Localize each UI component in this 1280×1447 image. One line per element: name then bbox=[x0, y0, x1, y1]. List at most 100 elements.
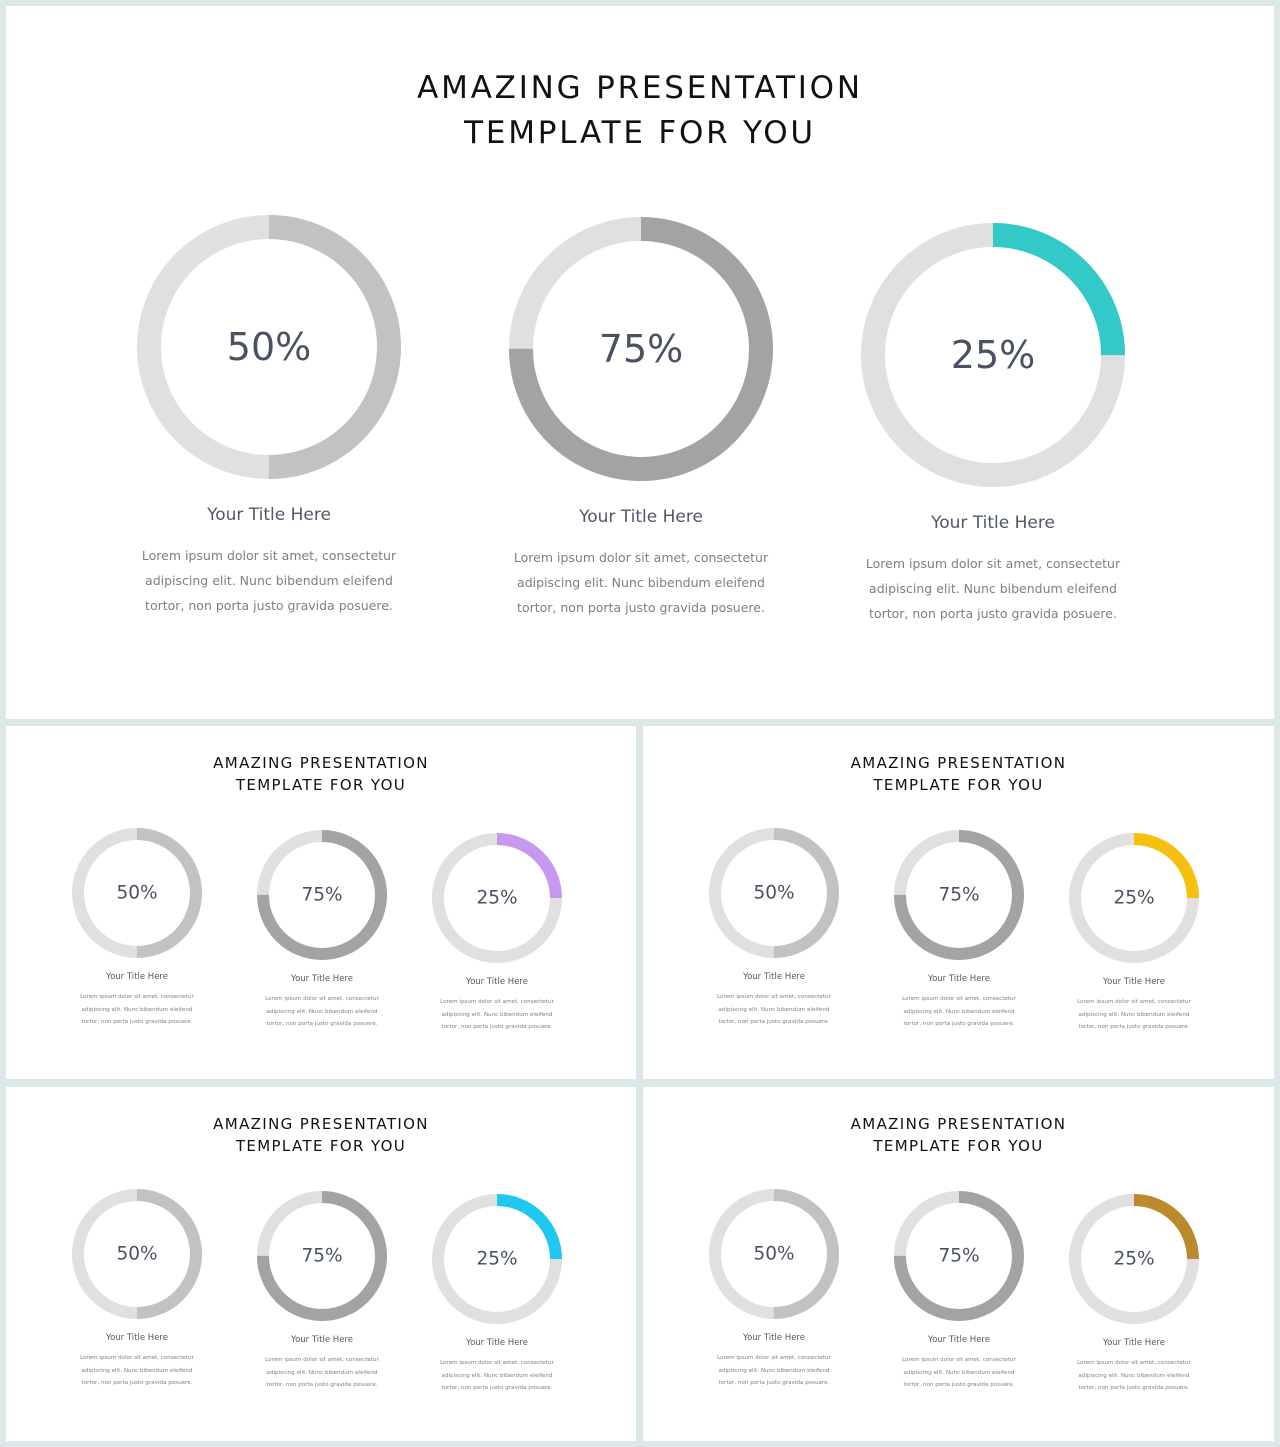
progress-ring: 25% bbox=[432, 833, 562, 963]
progress-ring: 50% bbox=[137, 215, 401, 479]
progress-card: 75% Your Title Here Lorem ipsum dolor sit … bbox=[237, 828, 407, 1031]
ring-progress-arc bbox=[1069, 833, 1199, 963]
card-body-line: Lorem ipsum dolor sit amet, consectetur bbox=[717, 1355, 831, 1361]
slide-title: AMAZING PRESENTATION TEMPLATE FOR YOU bbox=[6, 66, 1274, 156]
progress-ring: 25% bbox=[432, 1194, 562, 1324]
card-body-line: Lorem ipsum dolor sit amet, consectetur bbox=[265, 1357, 379, 1363]
progress-ring: 75% bbox=[257, 1191, 387, 1321]
slide-title-line-1: AMAZING PRESENTATION bbox=[417, 70, 863, 106]
progress-card: 25% Your Title Here Lorem ipsum dolor sit … bbox=[1049, 831, 1219, 1034]
percent-label: 25% bbox=[951, 333, 1035, 377]
card-body-line: adipiscing elit. Nunc bibendum eleifend bbox=[903, 1008, 1015, 1015]
card-body-line: Lorem ipsum dolor sit amet, consectetur bbox=[80, 994, 194, 1000]
progress-ring: 25% bbox=[1069, 833, 1199, 963]
percent-label: 25% bbox=[1113, 888, 1154, 909]
percent-label: 50% bbox=[227, 325, 311, 369]
percent-label: 50% bbox=[116, 883, 157, 904]
slide-1: AMAZING PRESENTATION TEMPLATE FOR YOU 50% Y… bbox=[6, 726, 636, 1079]
card-body-line: adipiscing elit. Nunc bibendum eleifend bbox=[718, 1006, 830, 1013]
ring-progress-arc bbox=[432, 1194, 562, 1324]
card-body-line: Lorem ipsum dolor sit amet, consectetur bbox=[440, 1360, 554, 1366]
card-body-line: Lorem ipsum dolor sit amet, consectetur bbox=[265, 996, 379, 1002]
card-body-line: Lorem ipsum dolor sit amet, consectetur bbox=[865, 556, 1121, 571]
progress-card: 25% Your Title Here Lorem ipsum dolor sit … bbox=[412, 1192, 582, 1395]
card-body-text: Lorem ipsum dolor sit amet, consectetur a… bbox=[1049, 996, 1219, 1034]
ring-progress-arc bbox=[72, 828, 202, 958]
ring-progress-arc bbox=[894, 830, 1024, 960]
card-body-line: Lorem ipsum dolor sit amet, consectetur bbox=[1077, 999, 1191, 1005]
ring-progress-arc bbox=[709, 828, 839, 958]
card-body-text: Lorem ipsum dolor sit amet, consectetur a… bbox=[237, 1354, 407, 1392]
card-body-line: adipiscing elit. Nunc bibendum eleifend bbox=[903, 1369, 1015, 1376]
ring-progress-arc bbox=[894, 1191, 1024, 1321]
card-body-text: Lorem ipsum dolor sit amet, consectetur a… bbox=[412, 1357, 582, 1395]
slide-title: AMAZING PRESENTATION TEMPLATE FOR YOU bbox=[643, 752, 1274, 796]
card-body-text: Lorem ipsum dolor sit amet, consectetur a… bbox=[476, 545, 806, 620]
slide-title-line-2: TEMPLATE FOR YOU bbox=[873, 776, 1044, 794]
progress-ring: 50% bbox=[72, 828, 202, 958]
slide-title-line-1: AMAZING PRESENTATION bbox=[213, 754, 429, 772]
percent-label: 50% bbox=[116, 1244, 157, 1265]
slide-0: AMAZING PRESENTATION TEMPLATE FOR YOU 50% Y… bbox=[6, 6, 1274, 719]
card-body-line: adipiscing elit. Nunc bibendum eleifend bbox=[81, 1367, 193, 1374]
card-body-line: tortor, non porta justo gravida posuere. bbox=[81, 1019, 193, 1025]
card-body-text: Lorem ipsum dolor sit amet, consectetur a… bbox=[104, 543, 434, 618]
percent-label: 75% bbox=[301, 1246, 342, 1267]
progress-card: 25% Your Title Here Lorem ipsum dolor sit … bbox=[828, 221, 1158, 626]
slide-title-line-1: AMAZING PRESENTATION bbox=[213, 1115, 429, 1133]
card-title: Your Title Here bbox=[291, 1335, 353, 1345]
progress-card: 50% Your Title Here Lorem ipsum dolor sit … bbox=[104, 213, 434, 618]
card-body-line: tortor, non porta justo gravida posuere. bbox=[1078, 1385, 1190, 1391]
card-body-line: tortor, non porta justo gravida posuere. bbox=[718, 1019, 830, 1025]
card-body-line: Lorem ipsum dolor sit amet, consectetur bbox=[80, 1355, 194, 1361]
card-title: Your Title Here bbox=[931, 513, 1055, 533]
slide-2: AMAZING PRESENTATION TEMPLATE FOR YOU 50% Y… bbox=[643, 726, 1274, 1079]
card-body-line: adipiscing elit. Nunc bibendum eleifend bbox=[718, 1367, 830, 1374]
progress-card: 50% Your Title Here Lorem ipsum dolor sit … bbox=[52, 1187, 222, 1390]
card-title: Your Title Here bbox=[1103, 977, 1165, 987]
progress-ring: 50% bbox=[709, 1189, 839, 1319]
slide-title-line-2: TEMPLATE FOR YOU bbox=[873, 1137, 1044, 1155]
ring-progress-arc bbox=[709, 1189, 839, 1319]
card-title: Your Title Here bbox=[466, 1338, 528, 1348]
card-body-line: tortor, non porta justo gravida posuere. bbox=[266, 1382, 378, 1388]
slide-title-line-2: TEMPLATE FOR YOU bbox=[235, 1137, 407, 1155]
card-body-line: Lorem ipsum dolor sit amet, consectetur bbox=[440, 999, 554, 1005]
ring-progress-arc bbox=[509, 217, 773, 481]
card-body-line: adipiscing elit. Nunc bibendum eleifend bbox=[869, 581, 1117, 596]
ring-progress-arc bbox=[137, 215, 401, 479]
progress-card: 50% Your Title Here Lorem ipsum dolor sit … bbox=[52, 826, 222, 1029]
card-body-line: tortor, non porta justo gravida posuere. bbox=[441, 1385, 553, 1391]
slide-title: AMAZING PRESENTATION TEMPLATE FOR YOU bbox=[643, 1113, 1274, 1157]
card-body-line: adipiscing elit. Nunc bibendum eleifend bbox=[441, 1372, 553, 1379]
card-body-line: adipiscing elit. Nunc bibendum eleifend bbox=[266, 1008, 378, 1015]
progress-card: 75% Your Title Here Lorem ipsum dolor sit … bbox=[237, 1189, 407, 1392]
card-body-line: Lorem ipsum dolor sit amet, consectetur bbox=[1077, 1360, 1191, 1366]
card-body-line: tortor, non porta justo gravida posuere. bbox=[869, 606, 1117, 621]
card-body-text: Lorem ipsum dolor sit amet, consectetur a… bbox=[874, 1354, 1044, 1392]
card-body-line: tortor, non porta justo gravida posuere. bbox=[81, 1380, 193, 1386]
card-title: Your Title Here bbox=[291, 974, 353, 984]
percent-label: 25% bbox=[476, 888, 517, 909]
card-body-text: Lorem ipsum dolor sit amet, consectetur a… bbox=[52, 991, 222, 1029]
card-body-line: tortor, non porta justo gravida posuere. bbox=[266, 1021, 378, 1027]
percent-label: 50% bbox=[753, 883, 794, 904]
card-body-line: tortor, non porta justo gravida posuere. bbox=[145, 598, 393, 613]
progress-ring: 75% bbox=[894, 830, 1024, 960]
ring-progress-arc bbox=[861, 223, 1125, 487]
progress-card: 75% Your Title Here Lorem ipsum dolor sit … bbox=[874, 828, 1044, 1031]
card-body-line: adipiscing elit. Nunc bibendum eleifend bbox=[1078, 1011, 1190, 1018]
ring-progress-arc bbox=[1069, 1194, 1199, 1324]
card-body-text: Lorem ipsum dolor sit amet, consectetur a… bbox=[412, 996, 582, 1034]
progress-ring: 25% bbox=[1069, 1194, 1199, 1324]
progress-ring: 75% bbox=[257, 830, 387, 960]
slide-title-line-2: TEMPLATE FOR YOU bbox=[464, 115, 816, 151]
progress-card: 75% Your Title Here Lorem ipsum dolor sit … bbox=[476, 215, 806, 620]
card-body-line: tortor, non porta justo gravida posuere. bbox=[441, 1024, 553, 1030]
progress-ring: 50% bbox=[72, 1189, 202, 1319]
card-title: Your Title Here bbox=[207, 505, 331, 525]
card-body-line: Lorem ipsum dolor sit amet, consectetur bbox=[717, 994, 831, 1000]
card-body-text: Lorem ipsum dolor sit amet, consectetur a… bbox=[52, 1352, 222, 1390]
percent-label: 25% bbox=[1113, 1249, 1154, 1270]
card-title: Your Title Here bbox=[106, 1333, 168, 1343]
